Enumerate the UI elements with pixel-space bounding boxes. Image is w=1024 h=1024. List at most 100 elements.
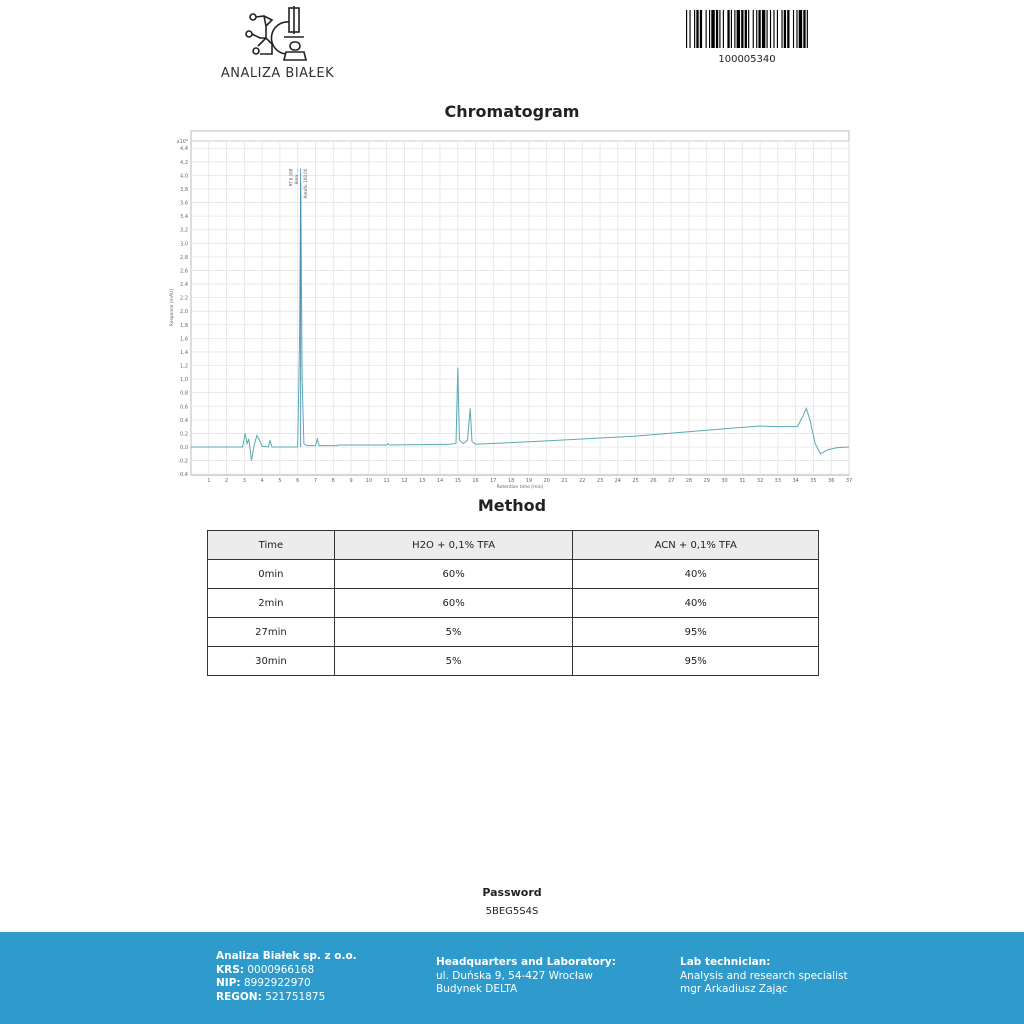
logo: [242, 4, 310, 66]
table-cell: 27min: [207, 617, 335, 647]
y-tick-label: 1,2: [180, 364, 188, 370]
method-title: Method: [477, 496, 547, 515]
x-tick-label: 24: [615, 478, 621, 484]
tech-title: Lab technician:: [680, 956, 771, 968]
barcode-bar: [806, 10, 808, 48]
barcode-bar: [776, 10, 778, 48]
barcode-bar: [783, 10, 787, 48]
x-tick-label: 12: [401, 478, 407, 484]
y-tick-label: -0,4: [178, 472, 188, 478]
nip-label: NIP:: [216, 977, 241, 989]
table-row: 27min 5% 95%: [207, 617, 819, 647]
y-tick-label: 2,4: [180, 282, 188, 288]
table-cell: 0min: [207, 559, 335, 589]
hq-building: Budynek DELTA: [436, 983, 518, 995]
table-row: 30min 5% 95%: [207, 646, 819, 676]
x-tick-label: 2: [225, 478, 228, 484]
y-tick-label: 4,4: [180, 146, 188, 152]
x-tick-label: 6: [296, 478, 299, 484]
x-tick-label: 25: [632, 478, 638, 484]
x-tick-label: 15: [455, 478, 461, 484]
x-tick-label: 17: [490, 478, 496, 484]
barcode-bar: [803, 10, 806, 48]
barcode-bar: [689, 10, 691, 48]
password-label: Password: [482, 886, 542, 899]
y-tick-label: 1,0: [180, 377, 188, 383]
footer: Analiza Białek sp. z o.o. KRS: 000096616…: [0, 932, 1024, 1024]
table-cell: ACN + 0,1% TFA: [572, 530, 819, 560]
y-tick-label: 0,6: [180, 404, 188, 410]
x-tick-label: 22: [579, 478, 585, 484]
x-tick-label: 27: [668, 478, 674, 484]
barcode-bar: [787, 10, 790, 48]
barcode-bar: [758, 10, 761, 48]
x-tick-label: 13: [419, 478, 425, 484]
x-tick-label: 35: [810, 478, 816, 484]
table-row: 0min 60% 40%: [207, 559, 819, 589]
barcode-bar: [722, 10, 724, 48]
x-tick-label: 36: [828, 478, 834, 484]
barcode-bar: [773, 10, 775, 48]
barcode-bar: [705, 10, 707, 48]
x-tick-label: 8: [332, 478, 335, 484]
method-table: Time H2O + 0,1% TFA ACN + 0,1% TFA 0min 60% 4…: [207, 530, 819, 676]
y-tick-label: 3,8: [180, 187, 188, 193]
y-tick-label: 3,2: [180, 228, 188, 234]
chart-title: Chromatogram: [444, 102, 580, 121]
x-tick-label: 33: [775, 478, 781, 484]
krs-label: KRS:: [216, 963, 244, 976]
x-tick-label: 21: [561, 478, 567, 484]
technician-info: Lab technician: Analysis and research sp…: [680, 956, 848, 997]
x-tick-label: 26: [650, 478, 656, 484]
company-info: Analiza Białek sp. z o.o. KRS: 000096616…: [216, 950, 357, 1004]
x-tick-label: 30: [721, 478, 727, 484]
barcode-bar: [711, 10, 715, 48]
x-tick-label: 19: [526, 478, 532, 484]
y-tick-label: 2,8: [180, 255, 188, 261]
x-tick-label: 7: [314, 478, 317, 484]
y-tick-label: 3,4: [180, 214, 188, 220]
barcode-bar: [756, 10, 758, 48]
barcode-bar: [766, 10, 768, 48]
password-value: 5BEG5S4S: [485, 906, 539, 917]
table-header-row: Time H2O + 0,1% TFA ACN + 0,1% TFA: [207, 530, 819, 560]
y-tick-label: 0,0: [180, 445, 188, 451]
y-tick-label: 4,0: [180, 173, 188, 179]
table-cell: 60%: [333, 588, 574, 618]
y-tick-label: 2,2: [180, 296, 188, 302]
table-cell: 95%: [572, 646, 819, 676]
x-tick-label: 5: [278, 478, 281, 484]
barcode-bar: [796, 10, 798, 48]
barcode-bar: [686, 10, 688, 48]
x-tick-label: 29: [704, 478, 710, 484]
barcode-bar: [734, 10, 736, 48]
x-tick-label: 11: [383, 478, 389, 484]
barcode-bar: [752, 10, 754, 48]
y-tick-label: 2,6: [180, 268, 188, 274]
table-cell: H2O + 0,1% TFA: [333, 530, 574, 560]
barcode-number: 100005340: [718, 54, 776, 65]
y-tick-label: 1,8: [180, 323, 188, 329]
y-tick-label: 2,0: [180, 309, 188, 315]
peak-annotation-text: Area%: 100.00: [303, 168, 308, 198]
barcode-bar: [730, 10, 732, 48]
y-tick-label: 1,4: [180, 350, 188, 356]
y-axis-label: Response [mAU]: [169, 289, 175, 327]
x-tick-label: 16: [472, 478, 478, 484]
x-tick-label: 1: [207, 478, 210, 484]
krs-value: 0000966168: [247, 963, 315, 976]
barcode-bar: [696, 10, 699, 48]
barcode-bar: [748, 10, 750, 48]
chromatogram-trace: [191, 182, 850, 461]
barcode-bar: [719, 10, 721, 48]
y-tick-label: 3,6: [180, 201, 188, 207]
x-tick-label: 18: [508, 478, 514, 484]
barcode-bar: [761, 10, 766, 48]
y-tick-label: 1,6: [180, 336, 188, 342]
barcode-bar: [727, 10, 730, 48]
x-tick-label: 31: [739, 478, 745, 484]
hq-title: Headquarters and Laboratory:: [436, 956, 616, 968]
y-tick-label: 0,4: [180, 418, 188, 424]
barcode-bar: [699, 10, 703, 48]
y-tick-label: 0,2: [180, 431, 188, 437]
